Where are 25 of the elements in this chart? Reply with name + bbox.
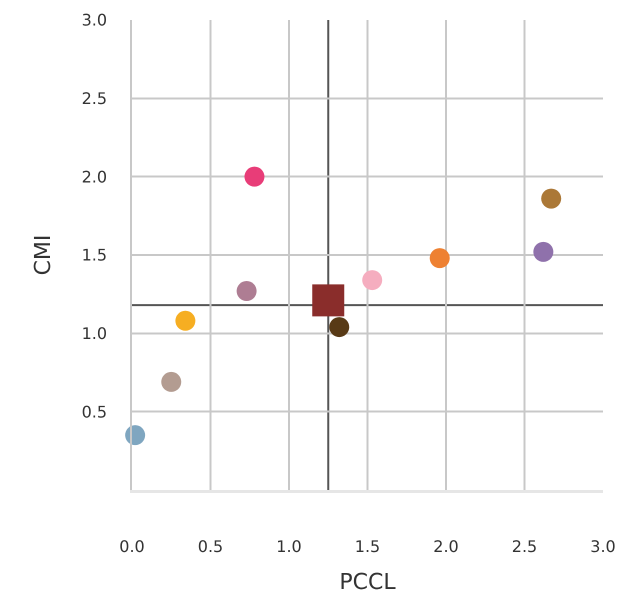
x-tick-label: 0.5 (198, 537, 224, 556)
y-tick-label: 0.5 (82, 402, 108, 422)
y-axis-title: CMI (30, 234, 56, 276)
point (236, 281, 257, 302)
x-tick-label: 3.0 (590, 537, 616, 556)
point (175, 310, 196, 331)
point (533, 242, 554, 262)
point (362, 270, 382, 290)
y-tick-label: 3.0 (82, 10, 108, 30)
x-tick-label: 2.5 (512, 537, 538, 556)
y-tick-label: 2.0 (82, 167, 108, 186)
point (161, 372, 182, 392)
point (541, 188, 562, 209)
point (430, 248, 450, 268)
point (329, 317, 350, 338)
point (312, 284, 344, 316)
point (244, 166, 264, 187)
x-tick-label: 0.0 (119, 537, 145, 556)
y-tick-label: 1.5 (82, 246, 108, 265)
x-axis-title: PCCL (339, 570, 396, 595)
x-tick-label: 1.0 (276, 537, 302, 556)
x-tick-label: 2.0 (433, 537, 459, 556)
x-tick-label: 1.5 (354, 537, 380, 556)
y-tick-label: 2.5 (82, 88, 108, 108)
y-tick-label: 1.0 (82, 324, 108, 343)
